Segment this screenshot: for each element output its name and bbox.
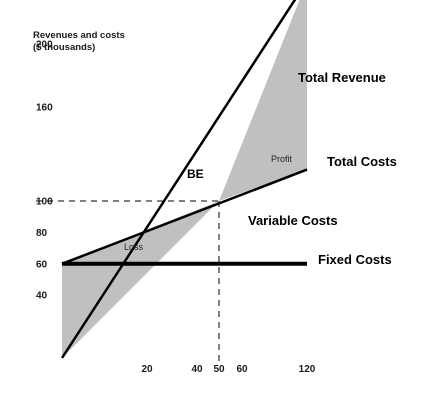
total-revenue-label: Total Revenue <box>298 70 386 85</box>
x-tick-label: 50 <box>213 364 225 375</box>
profit-region <box>219 0 307 201</box>
x-tick-label: 40 <box>191 364 203 375</box>
y-tick-label: 160 <box>36 102 53 113</box>
y-tick-label: 100 <box>36 197 53 208</box>
y-tick-labels: 40 60 80 100 160 200 <box>36 40 53 302</box>
variable-costs-label: Variable Costs <box>248 213 338 228</box>
break-even-guides <box>36 200 220 362</box>
break-even-label: BE <box>187 167 204 181</box>
y-tick-label: 40 <box>36 291 48 302</box>
x-tick-label: 20 <box>141 364 153 375</box>
y-tick-label: 60 <box>36 259 48 270</box>
y-axis-label-line-1: Revenues and costs <box>33 30 125 41</box>
y-tick-label: 200 <box>36 40 53 51</box>
shaded-regions <box>62 0 307 358</box>
series-lines <box>60 0 308 359</box>
y-tick-label: 80 <box>36 228 48 239</box>
x-tick-label: 60 <box>236 364 248 375</box>
x-tick-label: 120 <box>299 364 316 375</box>
profit-label: Profit <box>271 154 293 164</box>
total-revenue-line <box>60 0 297 359</box>
x-tick-labels: 20 40 50 60 120 <box>141 364 315 375</box>
y-axis-label-line-2: ($ thousands) <box>33 42 95 53</box>
loss-region <box>62 201 219 358</box>
y-axis-label: Revenues and costs ($ thousands) <box>33 30 128 53</box>
total-costs-line <box>61 168 308 265</box>
fixed-costs-label: Fixed Costs <box>318 252 392 267</box>
total-costs-label: Total Costs <box>327 154 397 169</box>
loss-label: Loss <box>124 242 144 252</box>
